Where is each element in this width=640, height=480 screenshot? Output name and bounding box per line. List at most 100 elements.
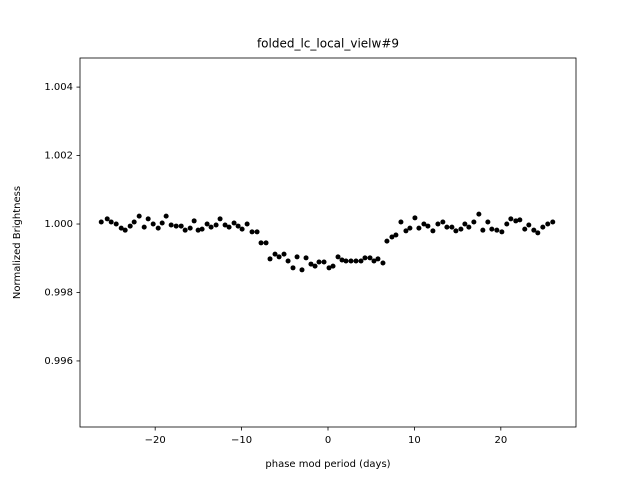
data-point <box>263 240 269 246</box>
data-point <box>145 216 151 222</box>
data-point <box>290 265 296 271</box>
data-point <box>367 255 373 261</box>
data-point <box>312 263 318 269</box>
data-point <box>303 255 309 261</box>
data-point <box>108 219 114 225</box>
data-point <box>471 219 477 225</box>
y-tick-label: 0.996 <box>44 356 73 367</box>
x-tick-label: −10 <box>231 435 252 446</box>
data-point <box>407 225 413 231</box>
data-point <box>499 229 505 235</box>
data-point <box>182 227 188 233</box>
data-point <box>517 217 523 223</box>
data-point <box>254 229 260 235</box>
data-point <box>435 221 441 227</box>
data-point <box>226 224 232 230</box>
data-point <box>476 211 482 217</box>
data-point <box>335 254 341 260</box>
data-point <box>326 265 332 271</box>
data-point <box>489 226 495 232</box>
x-tick-label: 0 <box>325 435 331 446</box>
data-point <box>393 232 399 238</box>
x-tick-label: 10 <box>408 435 421 446</box>
data-point <box>449 224 455 230</box>
data-point <box>118 225 124 231</box>
data-point <box>353 258 359 264</box>
data-point <box>104 216 110 222</box>
data-point <box>316 259 322 265</box>
data-point <box>222 222 228 228</box>
data-point <box>258 240 264 246</box>
data-point <box>398 219 404 225</box>
data-point <box>267 256 273 262</box>
data-point <box>513 218 519 224</box>
data-point <box>173 223 179 229</box>
data-point <box>330 263 336 269</box>
data-point <box>462 221 468 227</box>
data-point <box>285 258 291 264</box>
data-point <box>380 260 386 266</box>
data-point <box>187 225 193 231</box>
data-point <box>358 258 364 264</box>
data-point <box>168 222 174 228</box>
data-point <box>235 223 241 229</box>
data-point <box>522 226 528 232</box>
data-point <box>122 227 128 233</box>
data-point <box>191 218 197 224</box>
data-point <box>159 220 165 226</box>
data-point <box>526 222 532 228</box>
data-point <box>348 258 354 264</box>
chart-title: folded_lc_local_vielw#9 <box>257 37 399 51</box>
data-point <box>535 230 541 236</box>
data-point <box>244 221 250 227</box>
data-point <box>550 219 556 225</box>
data-point <box>150 221 156 227</box>
data-point <box>199 226 205 232</box>
data-point <box>299 267 305 273</box>
data-point <box>155 225 161 231</box>
data-point <box>466 224 472 230</box>
y-tick-label: 0.998 <box>44 287 73 298</box>
data-point <box>204 221 210 227</box>
data-point <box>339 257 345 263</box>
data-point <box>384 238 390 244</box>
data-point <box>321 259 327 265</box>
data-point <box>141 224 147 230</box>
data-point <box>131 219 137 225</box>
data-point <box>362 255 368 261</box>
data-point <box>494 227 500 233</box>
data-point <box>178 223 184 229</box>
data-point <box>458 226 464 232</box>
y-axis-label: Normalized Brightness <box>12 186 23 299</box>
data-point <box>217 216 223 222</box>
data-point <box>272 251 278 257</box>
data-point <box>127 223 133 229</box>
data-point <box>504 221 510 227</box>
data-point <box>416 225 422 231</box>
data-point <box>421 221 427 227</box>
data-point <box>195 227 201 233</box>
x-tick-label: 20 <box>494 435 507 446</box>
y-tick-label: 1.000 <box>44 219 73 230</box>
data-point <box>425 223 431 229</box>
y-tick-label: 1.004 <box>44 82 73 93</box>
data-point <box>453 228 459 234</box>
data-point <box>508 216 514 222</box>
data-point <box>231 220 237 226</box>
data-point <box>98 219 104 225</box>
data-point <box>343 258 349 264</box>
data-point <box>540 224 546 230</box>
data-point <box>294 254 300 260</box>
data-point <box>213 222 219 228</box>
data-point <box>389 234 395 240</box>
data-point <box>485 219 491 225</box>
data-point <box>480 227 486 233</box>
data-point <box>412 215 418 221</box>
data-point <box>239 226 245 232</box>
data-point <box>430 228 436 234</box>
data-point <box>136 213 142 219</box>
data-point <box>371 258 377 264</box>
